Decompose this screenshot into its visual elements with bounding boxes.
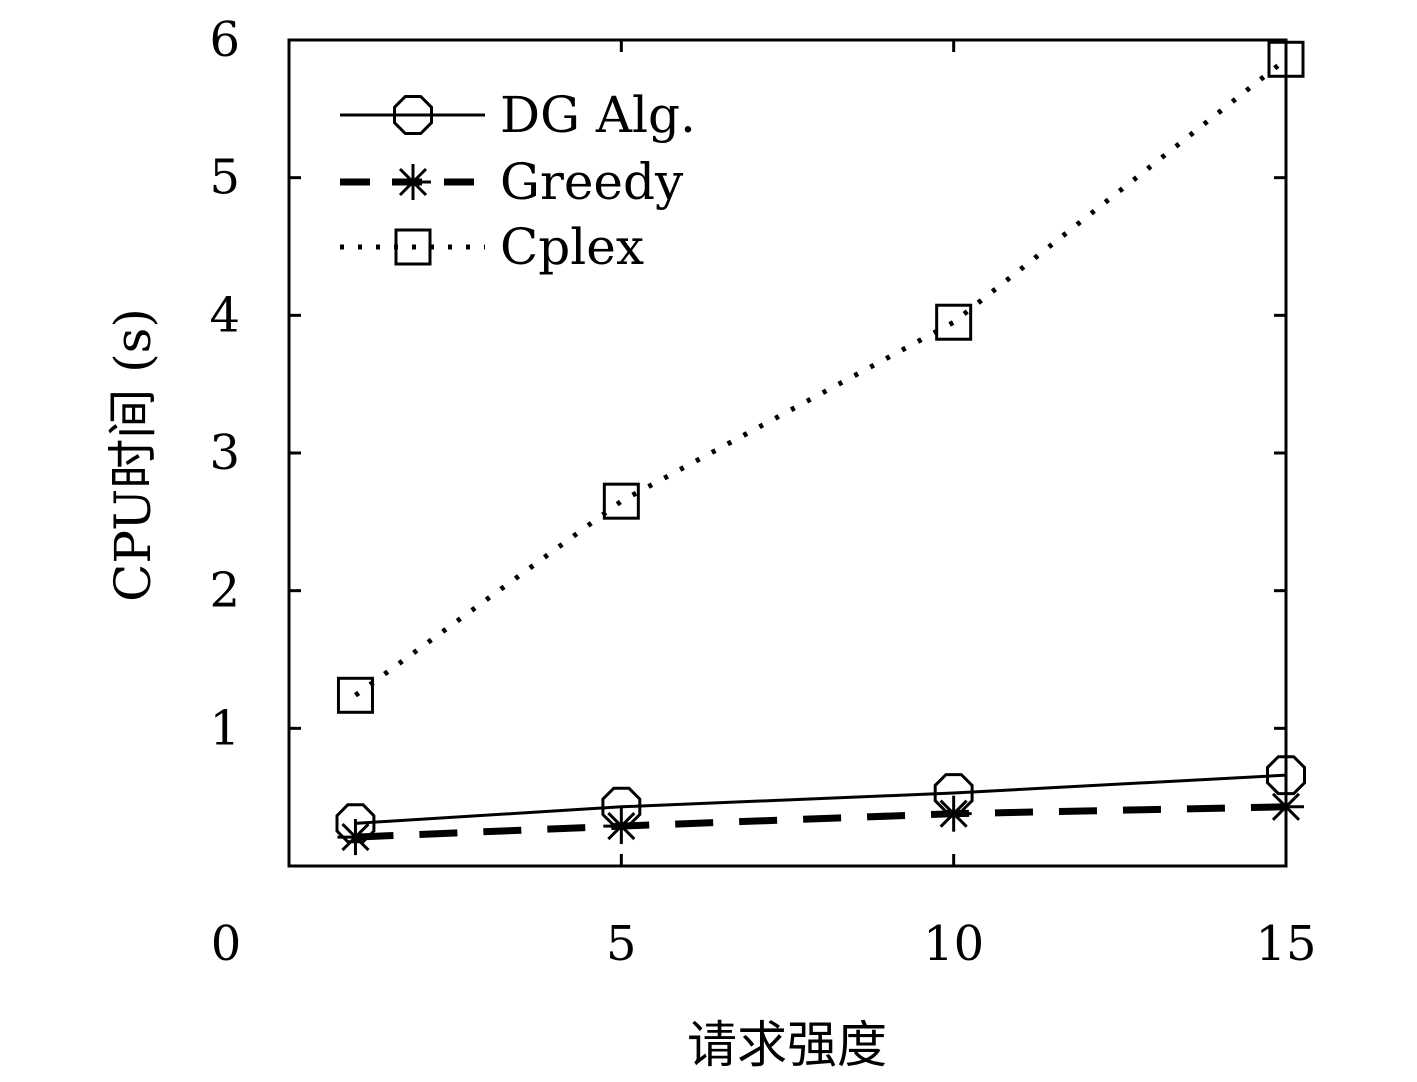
square-marker xyxy=(602,482,640,520)
legend: DG Alg. Greedy Cplex xyxy=(340,86,696,276)
legend-circle-marker xyxy=(393,95,433,135)
series-greedy xyxy=(337,788,1304,856)
y-axis-title: CPU时间 (s) xyxy=(104,308,162,602)
square-marker xyxy=(336,676,374,714)
y-tick-label: 2 xyxy=(209,563,240,619)
y-tick-label: 3 xyxy=(209,425,240,481)
asterisk-marker xyxy=(1268,788,1304,825)
legend-asterisk-marker xyxy=(395,164,431,200)
x-tick-label: 5 xyxy=(606,916,637,972)
asterisk-marker xyxy=(603,808,640,845)
y-tick-label: 1 xyxy=(209,700,240,756)
x-tick-label: 15 xyxy=(1255,916,1316,972)
y-tick-labels: 1 2 3 4 5 6 xyxy=(209,12,240,756)
y-tick-label: 5 xyxy=(209,150,240,206)
asterisk-marker-stroke xyxy=(341,823,370,852)
x-axis-title: 请求强度 xyxy=(687,1016,887,1074)
legend-asterisk-marker-stroke xyxy=(398,167,428,197)
axis-ticks xyxy=(289,38,1286,866)
legend-label: Cplex xyxy=(500,218,644,276)
asterisk-marker xyxy=(337,819,374,856)
series-dg-alg- xyxy=(335,755,1306,844)
series-cplex xyxy=(336,40,1305,714)
x-tick-labels: 0 5 10 15 xyxy=(211,916,1317,972)
legend-square-marker xyxy=(394,228,432,266)
series-layer xyxy=(335,40,1306,856)
y-tick-label: 4 xyxy=(209,287,240,343)
plot-frame xyxy=(287,38,1288,868)
series-line xyxy=(353,57,1288,698)
asterisk-marker-stroke xyxy=(1271,792,1301,821)
square-marker xyxy=(1267,40,1305,78)
legend-label: Greedy xyxy=(500,153,684,211)
series-line xyxy=(355,773,1287,825)
series-line xyxy=(355,803,1287,841)
asterisk-marker xyxy=(935,795,972,832)
circle-marker xyxy=(335,803,376,844)
asterisk-marker-stroke xyxy=(939,799,968,828)
circle-marker xyxy=(1266,755,1306,796)
y-tick-label: 6 xyxy=(209,12,240,68)
x-tick-label: 10 xyxy=(923,916,984,972)
x-tick-label: 0 xyxy=(211,916,242,972)
square-marker xyxy=(935,303,973,341)
legend-label: DG Alg. xyxy=(500,86,696,144)
asterisk-marker-stroke xyxy=(607,812,636,841)
